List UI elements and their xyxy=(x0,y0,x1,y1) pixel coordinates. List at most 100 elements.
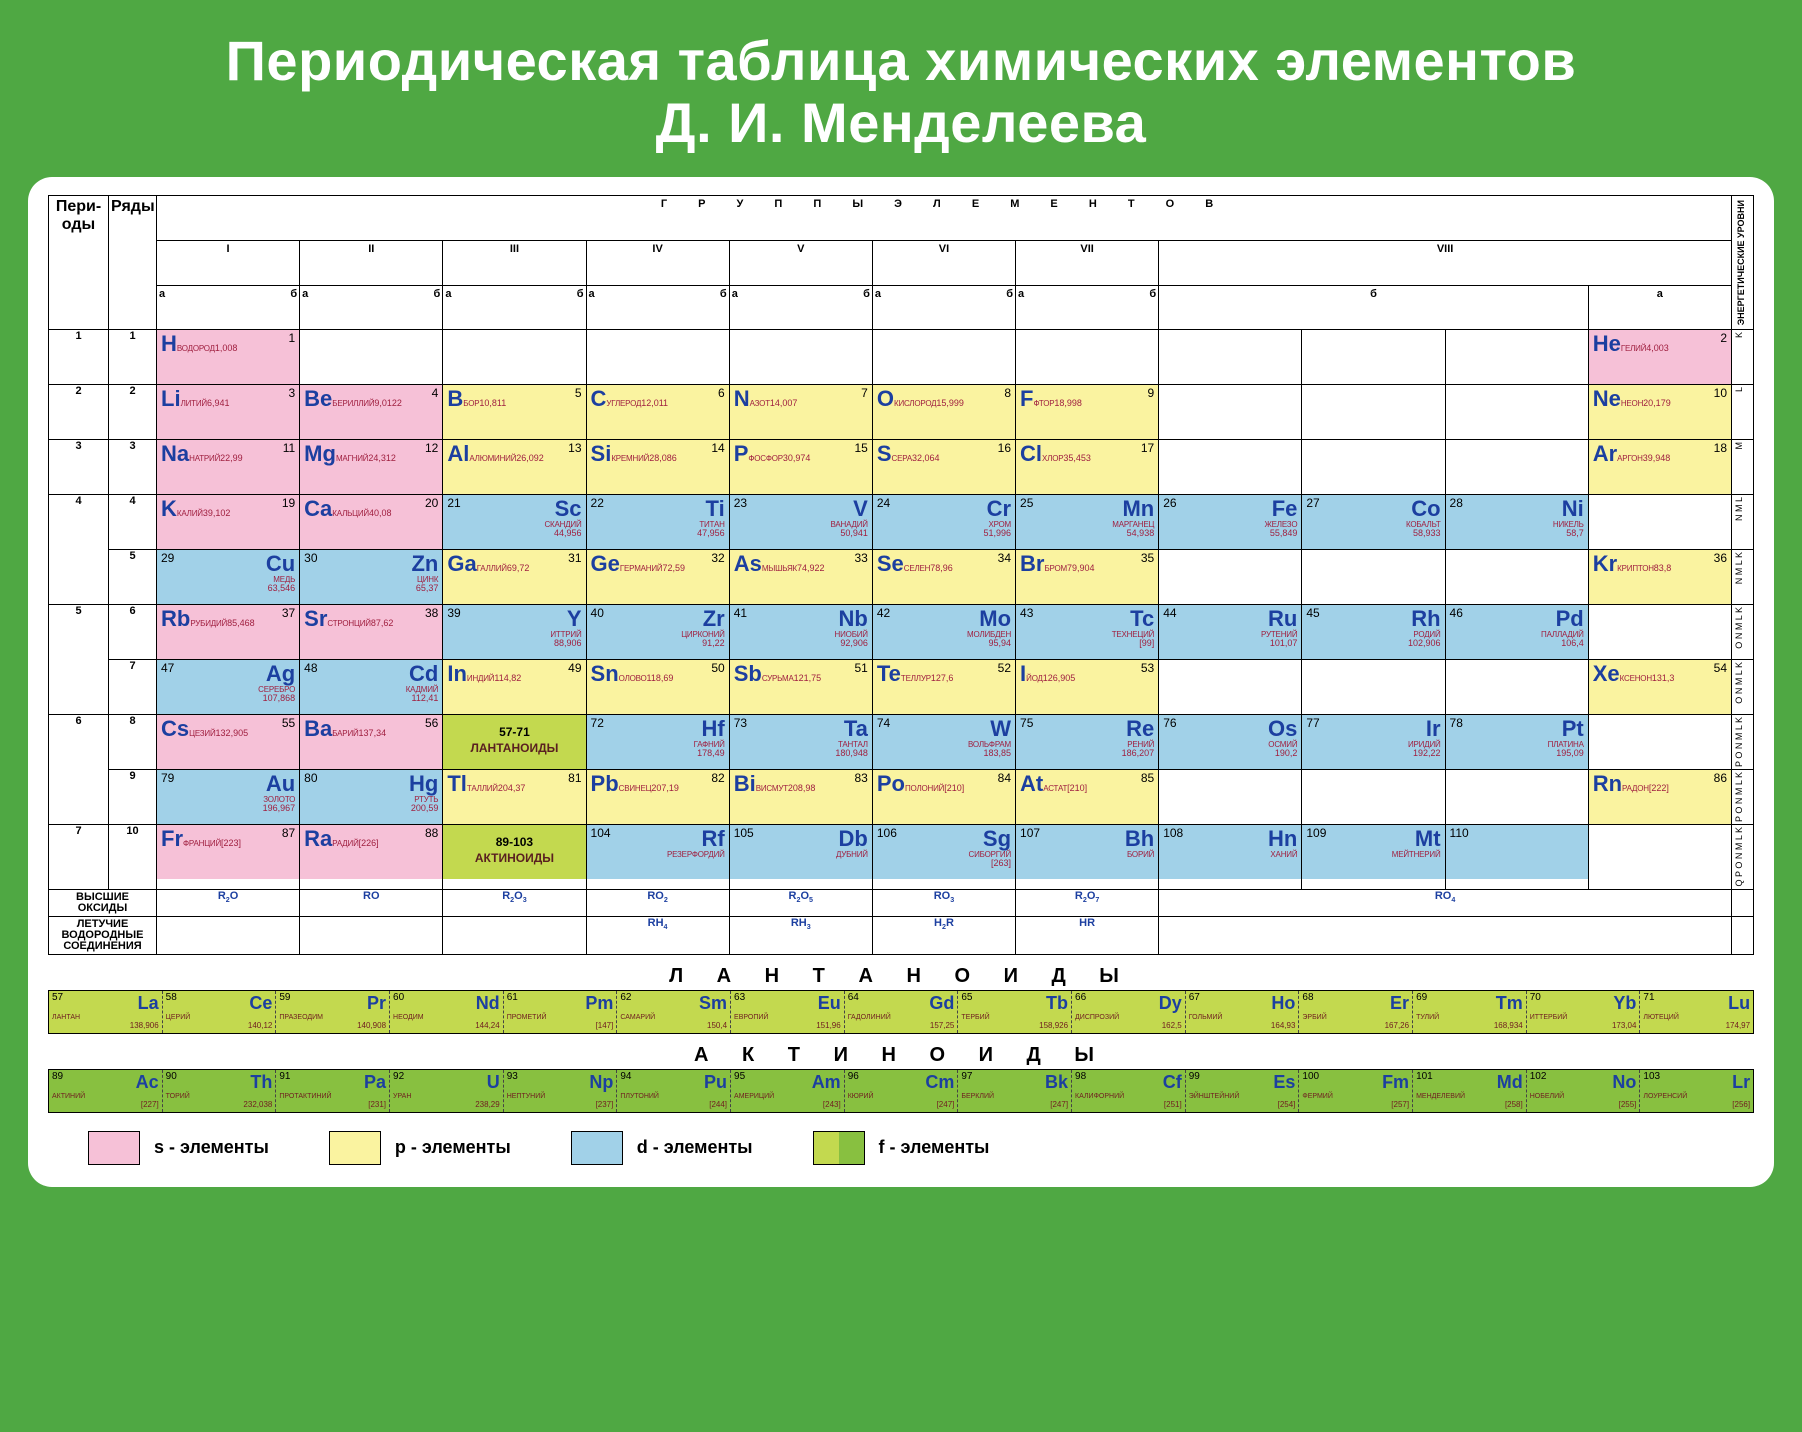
element-F: 9FФТОР18,998 xyxy=(1016,385,1158,439)
element-Tl: 81TlТАЛЛИЙ204,37 xyxy=(443,770,585,824)
element-Ag: 47AgСЕРЕБРО107,868 xyxy=(157,660,299,714)
group-VIII: VIII xyxy=(1159,240,1732,285)
element-Mt: 109MtМЕЙТНЕРИЙ xyxy=(1302,825,1444,879)
element-Pt: 78PtПЛАТИНА195,09 xyxy=(1446,715,1588,769)
element-Ru: 44RuРУТЕНИЙ101,07 xyxy=(1159,605,1301,659)
element-Zr: 40ZrЦИРКОНИЙ91,22 xyxy=(587,605,729,659)
oxides-row: ВЫСШИЕ ОКСИДЫ R2OROR2O3RO2R2O5RO3R2O7 RO… xyxy=(49,889,1754,916)
period-3: 3 xyxy=(49,440,109,495)
header-groups: Г Р У П П Ы Э Л Е М Е Н Т О В xyxy=(157,196,1732,241)
element-S: 16SСЕРА32,064 xyxy=(873,440,1015,494)
hydrides-row: ЛЕТУЧИЕ ВОДОРОДНЫЕ СОЕДИНЕНИЯ RH4RH3H2RH… xyxy=(49,916,1754,954)
element-Bh: 107BhБОРИЙ xyxy=(1016,825,1158,879)
element-Pm: 61PmПРОМЕТИЙ[147] xyxy=(504,991,618,1033)
lanthanides-title: Л А Н Т А Н О И Д Ы xyxy=(48,965,1754,988)
element-Pu: 94PuПЛУТОНИЙ[244] xyxy=(617,1070,731,1112)
element-Er: 68ErЭРБИЙ167,26 xyxy=(1299,991,1413,1033)
element-N: 7NАЗОТ14,007 xyxy=(730,385,872,439)
element-O: 8OКИСЛОРОД15,999 xyxy=(873,385,1015,439)
element-I: 53IЙОД126,905 xyxy=(1016,660,1158,714)
element-Pd: 46PdПАЛЛАДИЙ106,4 xyxy=(1446,605,1588,659)
element-Fr: 87FrФРАНЦИЙ[223] xyxy=(157,825,299,879)
lanthanides-row: 57LaЛАНТАН138,90658CeЦЕРИЙ140,1259PrПРАЗ… xyxy=(48,990,1754,1034)
element-Ta: 73TaТАНТАЛ180,948 xyxy=(730,715,872,769)
element-Rf: 104RfРЕЗЕРФОРДИЙ xyxy=(587,825,729,879)
element-Yb: 70YbИТТЕРБИЙ173,04 xyxy=(1527,991,1641,1033)
actinides-title: А К Т И Н О И Д Ы xyxy=(48,1044,1754,1067)
legend: s - элементы p - элементы d - элементы f… xyxy=(48,1131,1754,1165)
element-Ge: 32GeГЕРМАНИЙ72,59 xyxy=(587,550,729,604)
row-10: 10 xyxy=(109,825,157,890)
element-Tm: 69TmТУЛИЙ168,934 xyxy=(1413,991,1527,1033)
element-He: 2HeГЕЛИЙ4,003 xyxy=(1589,330,1731,384)
period-5: 5 xyxy=(49,605,109,715)
element-Es: 99EsЭЙНШТЕЙНИЙ[254] xyxy=(1186,1070,1300,1112)
period-4: 4 xyxy=(49,495,109,605)
element-No: 102NoНОБЕЛИЙ[255] xyxy=(1527,1070,1641,1112)
element-U: 92UУРАН238,29 xyxy=(390,1070,504,1112)
element-Os: 76OsОСМИЙ190,2 xyxy=(1159,715,1301,769)
element-P: 15PФОСФОР30,974 xyxy=(730,440,872,494)
element-Cd: 48CdКАДМИЙ112,41 xyxy=(300,660,442,714)
period-6: 6 xyxy=(49,715,109,825)
element-Al: 13AlАЛЮМИНИЙ26,092 xyxy=(443,440,585,494)
element-Cf: 98CfКАЛИФОРНИЙ[251] xyxy=(1072,1070,1186,1112)
element-Dy: 66DyДИСПРОЗИЙ162,5 xyxy=(1072,991,1186,1033)
element-Hg: 80HgРТУТЬ200,59 xyxy=(300,770,442,824)
header-energy: ЭНЕРГЕТИЧЕСКИЕ УРОВНИ xyxy=(1732,196,1754,330)
element-Pb: 82PbСВИНЕЦ207,19 xyxy=(587,770,729,824)
group-VI: VI xyxy=(872,240,1015,285)
element-K: 19KКАЛИЙ39,102 xyxy=(157,495,299,549)
element-V: 23VВАНАДИЙ50,941 xyxy=(730,495,872,549)
element-Hf: 72HfГАФНИЙ178,49 xyxy=(587,715,729,769)
element-Ir: 77IrИРИДИЙ192,22 xyxy=(1302,715,1444,769)
element-Am: 95AmАМЕРИЦИЙ[243] xyxy=(731,1070,845,1112)
actinides-label: 89-103АКТИНОИДЫ xyxy=(443,825,585,879)
element-In: 49InИНДИЙ114,82 xyxy=(443,660,585,714)
element-Te: 52TeТЕЛЛУР127,6 xyxy=(873,660,1015,714)
element-Pa: 91PaПРОТАКТИНИЙ[231] xyxy=(276,1070,390,1112)
row-8: 8 xyxy=(109,715,157,770)
row-5: 5 xyxy=(109,550,157,605)
element-La: 57LaЛАНТАН138,906 xyxy=(49,991,163,1033)
element-Tb: 65TbТЕРБИЙ158,926 xyxy=(958,991,1072,1033)
element-Ho: 67HoГОЛЬМИЙ164,93 xyxy=(1186,991,1300,1033)
element-B: 5BБОР10,811 xyxy=(443,385,585,439)
element-Ac: 89AcАКТИНИЙ[227] xyxy=(49,1070,163,1112)
element-Nb: 41NbНИОБИЙ92,906 xyxy=(730,605,872,659)
header-periods: Пери-оды xyxy=(49,196,109,330)
element-C: 6CУГЛЕРОД12,011 xyxy=(587,385,729,439)
element-Zn: 30ZnЦИНК65,37 xyxy=(300,550,442,604)
element-Fm: 100FmФЕРМИЙ[257] xyxy=(1299,1070,1413,1112)
element-Se: 34SeСЕЛЕН78,96 xyxy=(873,550,1015,604)
legend-d: d - элементы xyxy=(571,1131,753,1165)
element-Tc: 43TcТЕХНЕЦИЙ[99] xyxy=(1016,605,1158,659)
element-Kr: 36KrКРИПТОН83,8 xyxy=(1589,550,1731,604)
row-2: 2 xyxy=(109,385,157,440)
element-Y: 39YИТТРИЙ88,906 xyxy=(443,605,585,659)
row-9: 9 xyxy=(109,770,157,825)
element-Ra: 88RaРАДИЙ[226] xyxy=(300,825,442,879)
element-Md: 101MdМЕНДЕЛЕВИЙ[258] xyxy=(1413,1070,1527,1112)
element-Br: 35BrБРОМ79,904 xyxy=(1016,550,1158,604)
element-Fe: 26FeЖЕЛЕЗО55,849 xyxy=(1159,495,1301,549)
period-2: 2 xyxy=(49,385,109,440)
element-Si: 14SiКРЕМНИЙ28,086 xyxy=(587,440,729,494)
lanthanides-label: 57-71ЛАНТАНОИДЫ xyxy=(443,715,585,769)
element-Mn: 25MnМАРГАНЕЦ54,938 xyxy=(1016,495,1158,549)
legend-p: p - элементы xyxy=(329,1131,511,1165)
element-Ba: 56BaБАРИЙ137,34 xyxy=(300,715,442,769)
element-Rh: 45RhРОДИЙ102,906 xyxy=(1302,605,1444,659)
row-4: 4 xyxy=(109,495,157,550)
element-Na: 11NaНАТРИЙ22,99 xyxy=(157,440,299,494)
group-II: II xyxy=(300,240,443,285)
element-Cs: 55CsЦЕЗИЙ132,905 xyxy=(157,715,299,769)
group-I: I xyxy=(157,240,300,285)
legend-s: s - элементы xyxy=(88,1131,269,1165)
element-Pr: 59PrПРАЗЕОДИМ140,908 xyxy=(276,991,390,1033)
element-As: 33AsМЫШЬЯК74,922 xyxy=(730,550,872,604)
element-Nd: 60NdНЕОДИМ144,24 xyxy=(390,991,504,1033)
element-H: 1HВОДОРОД1,008 xyxy=(157,330,299,384)
table-card: Пери-оды Ряды Г Р У П П Ы Э Л Е М Е Н Т … xyxy=(28,177,1774,1187)
page-title: Периодическая таблица химических элемент… xyxy=(28,30,1774,153)
